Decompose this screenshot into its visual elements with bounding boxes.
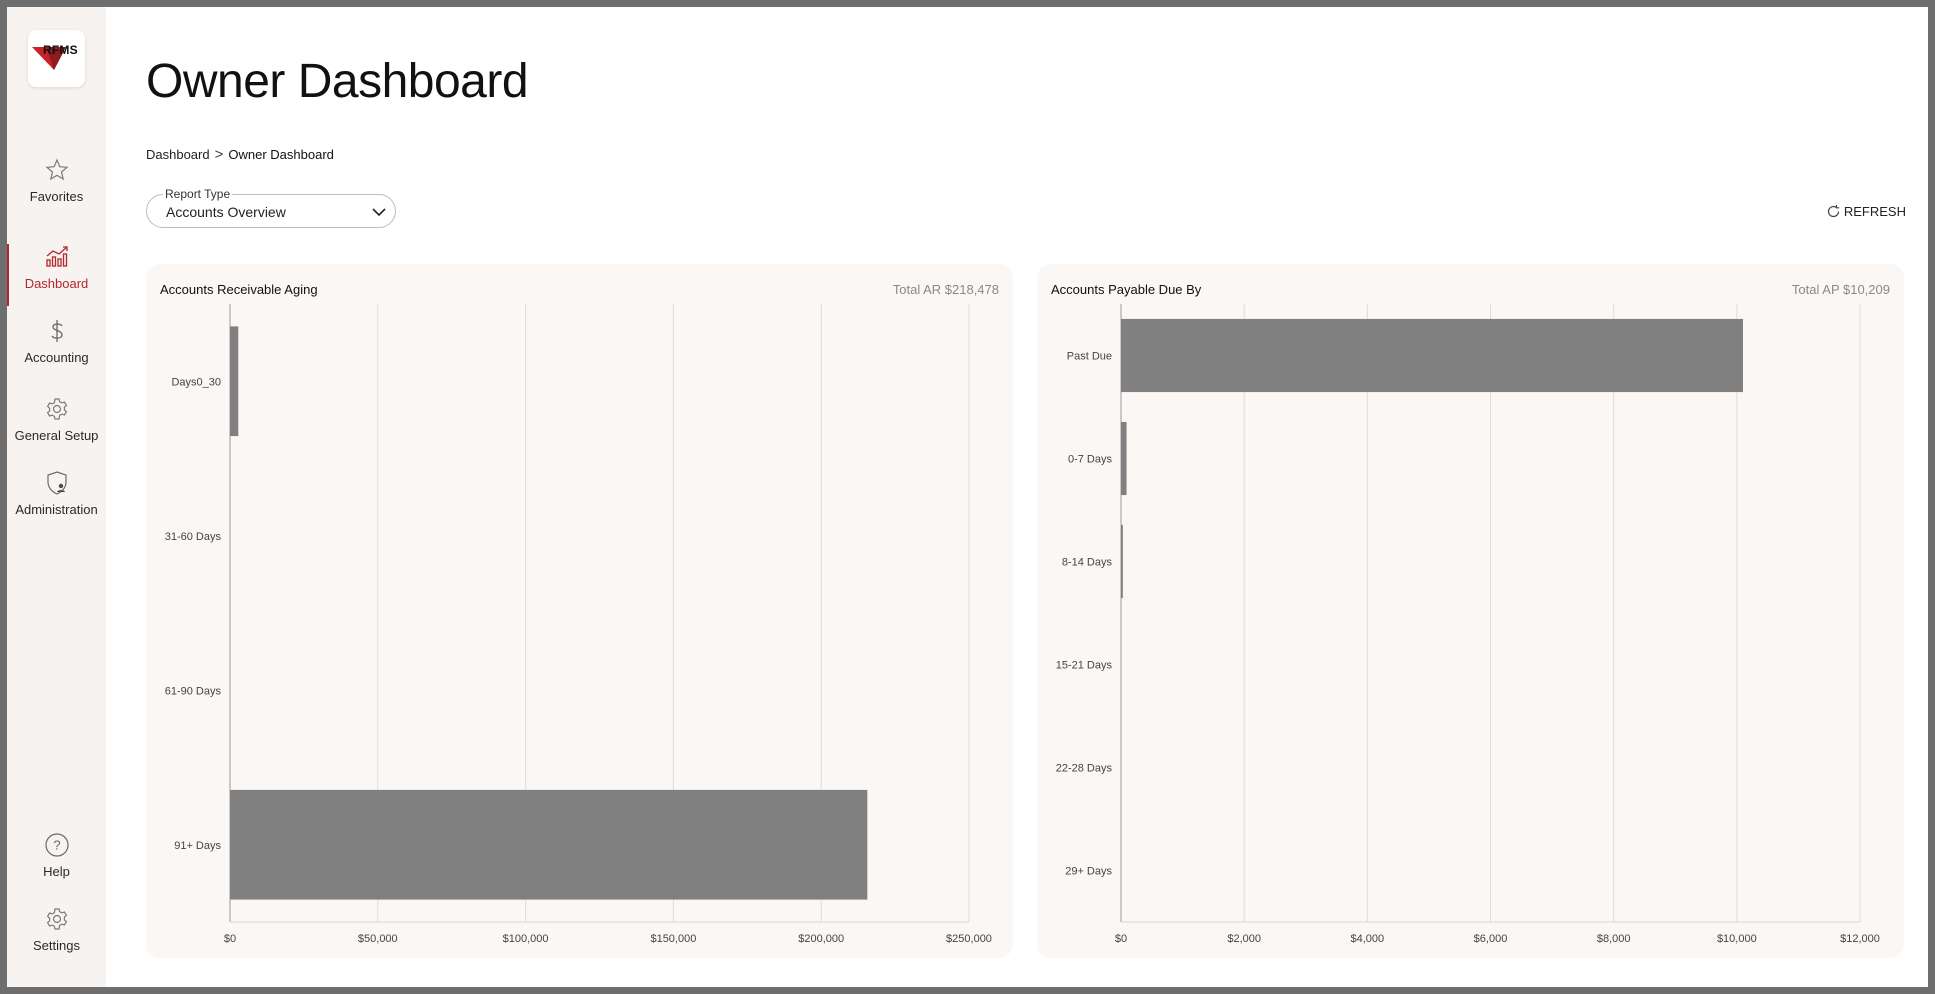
y-category-label: Days0_30 (171, 376, 221, 388)
logo-text: RFMS (43, 43, 78, 57)
breadcrumb-separator: > (214, 146, 224, 163)
y-category-label: 61-90 Days (165, 685, 222, 697)
sidebar-item-accounting[interactable]: Accounting (7, 318, 106, 380)
ap-due-chart: $0 $2,000 $4,000 $6,000 $8,000 $10,000 $12,000… (1056, 304, 1880, 945)
ar-aging-card: Accounts Receivable Aging Total AR $218,… (146, 264, 1013, 958)
x-tick-label: $150,000 (650, 933, 696, 945)
bar (230, 326, 239, 437)
dollar-icon (50, 320, 63, 342)
sidebar-item-label: Administration (15, 502, 98, 517)
sidebar-item-label: Dashboard (24, 276, 89, 291)
bar (230, 789, 868, 900)
ar-aging-chart: $0 $50,000 $100,000 $150,000 $200,000 $250,00… (165, 304, 992, 945)
gear-icon (46, 908, 67, 930)
bar (1121, 318, 1743, 393)
report-type-select[interactable]: Report Type Accounts Overview (146, 188, 396, 228)
ar-chart-title: Accounts Receivable Aging (160, 282, 318, 297)
sidebar-item-favorites[interactable]: Favorites (7, 157, 106, 219)
breadcrumb: Dashboard > Owner Dashboard (146, 146, 334, 163)
y-category-label: 8-14 Days (1062, 557, 1113, 569)
sidebar-item-settings[interactable]: Settings (7, 906, 106, 968)
sidebar-item-administration[interactable]: Administration (7, 470, 106, 532)
x-tick-label: $8,000 (1597, 933, 1631, 945)
rfms-logo[interactable]: RFMS (28, 30, 85, 87)
app-window: RFMS Favorites Dashboard (7, 7, 1928, 987)
chevron-down-icon (372, 208, 386, 217)
ap-chart-title: Accounts Payable Due By (1051, 282, 1202, 297)
ap-due-card: Accounts Payable Due By Total AP $10,209… (1037, 264, 1904, 958)
shield-user-icon (46, 471, 67, 495)
sidebar-item-help[interactable]: ? Help (7, 832, 106, 894)
svg-text:?: ? (53, 838, 60, 853)
x-tick-label: $200,000 (798, 933, 844, 945)
sidebar-item-label: Accounting (24, 350, 89, 365)
y-category-label: 22-28 Days (1056, 763, 1113, 775)
refresh-label: REFRESH (1843, 204, 1906, 219)
x-tick-label: $50,000 (358, 933, 398, 945)
report-type-label: Report Type (163, 187, 233, 201)
sidebar-item-dashboard[interactable]: Dashboard (7, 244, 106, 306)
y-category-label: 29+ Days (1065, 866, 1112, 878)
sidebar-item-label: Help (43, 864, 70, 879)
x-tick-label: $250,000 (946, 933, 992, 945)
y-category-label: 31-60 Days (165, 531, 222, 543)
gear-icon (46, 398, 67, 420)
star-icon (45, 158, 68, 181)
y-category-label: 0-7 Days (1068, 454, 1113, 466)
x-tick-label: $10,000 (1717, 933, 1757, 945)
sidebar-item-general-setup[interactable]: General Setup (7, 396, 106, 458)
chart-icon (45, 246, 68, 267)
rfms-logo-icon (32, 47, 66, 70)
sidebar-item-label: General Setup (14, 428, 99, 443)
bar (1121, 421, 1127, 496)
breadcrumb-current: Owner Dashboard (228, 147, 334, 162)
page-title: Owner Dashboard (146, 55, 529, 108)
bar (1121, 524, 1123, 599)
x-tick-label: $12,000 (1840, 933, 1880, 945)
y-category-label: 15-21 Days (1056, 660, 1113, 672)
y-category-label: Past Due (1067, 351, 1112, 363)
x-tick-label: $6,000 (1474, 933, 1508, 945)
sidebar: RFMS Favorites Dashboard (7, 7, 106, 987)
report-type-value: Accounts Overview (166, 204, 286, 220)
x-tick-label: $2,000 (1227, 933, 1261, 945)
y-category-label: 91+ Days (174, 840, 221, 852)
breadcrumb-root-link[interactable]: Dashboard (146, 147, 210, 162)
refresh-button[interactable]: REFRESH (1826, 204, 1906, 219)
sidebar-item-label: Settings (33, 938, 80, 953)
help-icon: ? (44, 833, 69, 857)
refresh-icon (1827, 205, 1840, 218)
x-tick-label: $4,000 (1351, 933, 1385, 945)
sidebar-item-label: Favorites (29, 189, 84, 204)
ar-total: Total AR $218,478 (892, 282, 999, 297)
ap-total: Total AP $10,209 (1791, 282, 1890, 297)
x-tick-label: $100,000 (503, 933, 549, 945)
x-tick-label: $0 (224, 933, 236, 945)
x-tick-label: $0 (1115, 933, 1127, 945)
